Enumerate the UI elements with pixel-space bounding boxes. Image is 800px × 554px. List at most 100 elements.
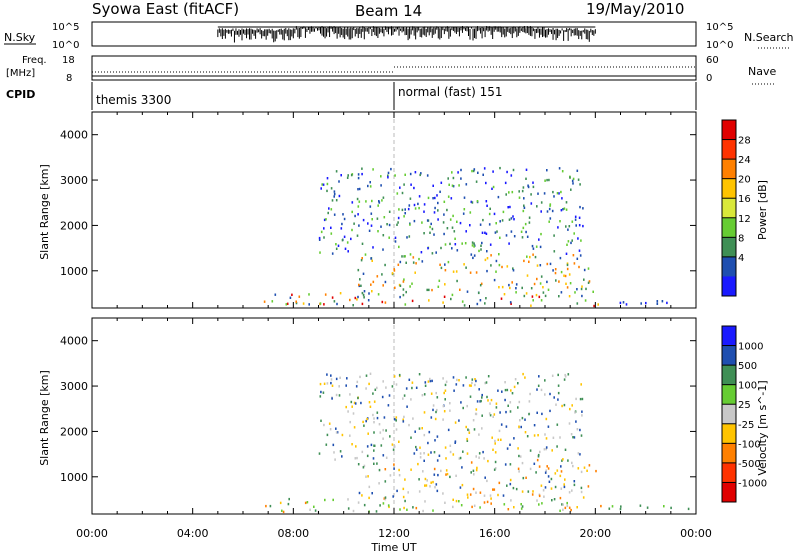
data-cell xyxy=(452,214,454,218)
data-cell xyxy=(287,502,290,506)
data-cell xyxy=(572,464,574,468)
data-cell xyxy=(361,494,363,497)
data-cell xyxy=(404,173,406,176)
data-cell xyxy=(574,291,576,294)
data-cell xyxy=(489,207,491,210)
data-cell xyxy=(567,459,569,462)
data-cell xyxy=(561,404,563,408)
data-cell xyxy=(357,188,359,191)
y-tick-label: 4000 xyxy=(60,335,88,348)
data-cell xyxy=(458,379,460,382)
data-cell xyxy=(365,475,367,478)
data-cell xyxy=(389,435,391,438)
data-cell xyxy=(357,501,360,504)
data-cell xyxy=(577,467,580,470)
data-cell xyxy=(386,223,388,226)
data-cell xyxy=(399,284,402,287)
data-cell xyxy=(384,468,387,471)
data-cell xyxy=(391,443,394,446)
data-cell xyxy=(281,509,283,512)
data-cell xyxy=(430,451,432,454)
data-cell xyxy=(356,234,359,237)
data-cell xyxy=(435,483,438,486)
data-cell xyxy=(361,257,363,260)
data-cell xyxy=(540,201,543,204)
data-cell xyxy=(470,253,473,256)
data-cell xyxy=(551,449,553,452)
data-cell xyxy=(524,418,526,421)
data-cell xyxy=(413,203,416,207)
data-cell xyxy=(354,457,357,460)
data-cell xyxy=(570,433,573,436)
data-cell xyxy=(380,444,383,447)
data-cell xyxy=(323,303,325,306)
data-cell xyxy=(398,474,401,477)
data-cell xyxy=(335,170,338,173)
data-cell xyxy=(581,414,583,417)
data-cell xyxy=(394,174,396,177)
data-cell xyxy=(445,380,448,383)
data-cell xyxy=(465,230,467,233)
velocity-y-ticks: 1000 2000 3000 4000 xyxy=(60,335,696,484)
data-cell xyxy=(447,177,449,180)
data-cell xyxy=(510,389,512,392)
data-cell xyxy=(507,508,510,511)
data-cell xyxy=(410,183,412,186)
nsearch-label: N.Search xyxy=(744,31,794,44)
colorbar-segment xyxy=(722,276,736,297)
data-cell xyxy=(472,487,475,491)
data-cell xyxy=(539,282,542,285)
data-cell xyxy=(523,259,525,263)
data-cell xyxy=(440,246,442,250)
data-cell xyxy=(331,384,334,387)
data-cell xyxy=(528,400,531,403)
nsky-trace xyxy=(217,26,596,43)
data-cell xyxy=(547,467,550,470)
data-cell xyxy=(471,201,474,204)
data-cell xyxy=(444,501,446,504)
data-cell xyxy=(331,397,333,400)
colorbar-tick-label: -500 xyxy=(738,459,761,470)
data-cell xyxy=(356,380,359,384)
data-cell xyxy=(279,501,282,505)
colorbar-segment xyxy=(722,198,736,219)
data-cell xyxy=(453,389,455,392)
data-cell xyxy=(432,184,434,187)
data-cell xyxy=(537,434,539,437)
data-cell xyxy=(492,488,494,491)
data-cell xyxy=(354,402,357,405)
data-cell xyxy=(478,456,480,459)
data-cell xyxy=(437,473,439,477)
data-cell xyxy=(506,170,508,174)
data-cell xyxy=(544,179,546,182)
data-cell xyxy=(402,293,405,297)
data-cell xyxy=(560,190,562,194)
data-cell xyxy=(452,270,455,273)
data-cell xyxy=(385,386,387,389)
data-cell xyxy=(479,491,482,494)
data-cell xyxy=(518,190,520,193)
data-cell xyxy=(461,483,464,487)
data-cell xyxy=(449,450,452,454)
data-cell xyxy=(503,293,506,296)
data-cell xyxy=(271,300,274,303)
data-cell xyxy=(412,261,415,264)
data-cell xyxy=(513,385,516,389)
data-cell xyxy=(576,169,579,172)
data-cell xyxy=(566,243,568,246)
data-cell xyxy=(393,463,395,466)
data-cell xyxy=(545,417,548,421)
data-cell xyxy=(533,462,536,465)
x-axis-label: Time UT xyxy=(370,541,416,554)
data-cell xyxy=(639,504,642,507)
data-cell xyxy=(322,391,325,394)
data-cell xyxy=(505,425,508,428)
data-cell xyxy=(454,440,457,443)
data-cell xyxy=(505,410,507,414)
data-cell xyxy=(485,381,488,384)
y-tick-label: 3000 xyxy=(60,380,88,393)
data-cell xyxy=(553,234,555,237)
data-cell xyxy=(483,457,485,460)
data-cell xyxy=(358,187,361,191)
data-cell xyxy=(381,273,383,276)
